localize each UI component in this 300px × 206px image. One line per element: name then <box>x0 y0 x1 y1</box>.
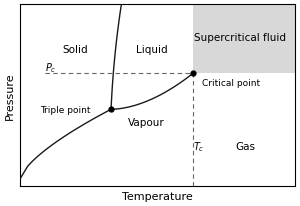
Text: $P_c$: $P_c$ <box>45 61 57 75</box>
Text: Liquid: Liquid <box>136 45 168 55</box>
Text: Triple point: Triple point <box>40 105 90 114</box>
Text: $T_c$: $T_c$ <box>193 139 205 153</box>
Bar <box>194 5 295 74</box>
Text: Gas: Gas <box>236 141 256 151</box>
Text: Critical point: Critical point <box>202 78 260 87</box>
Y-axis label: Pressure: Pressure <box>5 71 15 119</box>
Text: Vapour: Vapour <box>128 117 165 127</box>
X-axis label: Temperature: Temperature <box>122 191 193 201</box>
Text: Supercritical fluid: Supercritical fluid <box>194 32 286 42</box>
Text: Solid: Solid <box>62 45 88 55</box>
